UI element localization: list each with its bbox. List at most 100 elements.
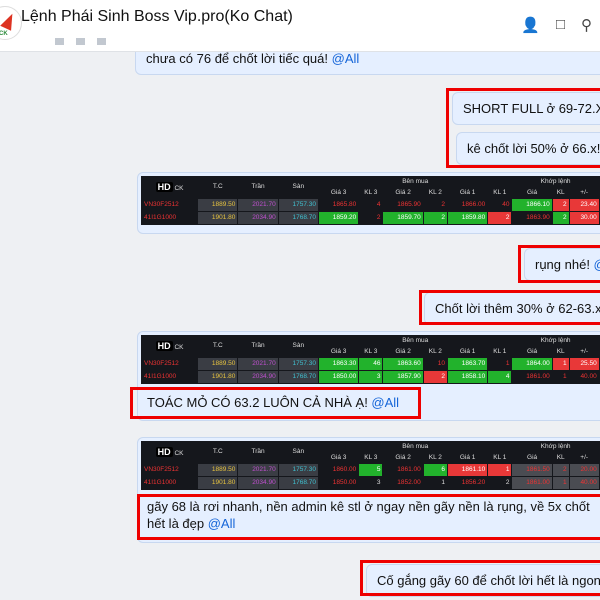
column-header: KL <box>556 188 565 196</box>
column-header: +/- <box>580 347 589 355</box>
table-cell: 1864.00 <box>511 356 553 371</box>
table-cell: 1861.50 <box>511 462 553 477</box>
table-cell: 1865.80 <box>317 197 360 212</box>
table-cell: 2 <box>422 369 448 384</box>
table-cell: 23.40 <box>568 197 600 212</box>
table-cell: 1901.80 <box>197 210 239 225</box>
column-header: Giá 1 <box>459 347 476 355</box>
column-header: Giá <box>527 188 538 196</box>
message-text: rụng nhé! <box>535 257 594 272</box>
table-cell: 1866.10 <box>511 197 553 212</box>
column-header: Sàn <box>292 448 305 456</box>
mention-link[interactable]: @All <box>207 515 236 531</box>
board-logo-cell: HD CK <box>142 335 198 357</box>
table-cell: 1768.70 <box>277 210 319 225</box>
table-cell: 2 <box>551 210 570 225</box>
table-cell: 1889.50 <box>197 462 239 477</box>
price-board-table: HD CK T.C Trần Sàn Bên mua Khớp lệnh Giá 3 KL 3… <box>140 176 600 225</box>
chat-header: CK Lệnh Phái Sinh Boss Vip.pro(Ko Chat) … <box>0 0 600 52</box>
table-cell: 1 <box>551 369 570 384</box>
table-cell: 1861.10 <box>446 462 489 477</box>
board-logo-cell: HD CK <box>142 441 198 463</box>
highlight-box <box>130 387 421 419</box>
table-cell: 41I1G1000 <box>140 210 199 225</box>
column-header: Giá 2 <box>395 453 411 461</box>
table-cell: 4 <box>358 197 384 212</box>
price-board-table: HD CK T.C Trần Sàn Bên mua Khớp lệnh Giá 3 KL 3… <box>140 335 600 384</box>
add-member-icon[interactable]: 👤 <box>521 17 540 34</box>
column-header: Trần <box>251 342 265 350</box>
hd-logo: HD <box>155 446 173 457</box>
price-board-card-3: HD CK T.C Trần Sàn Bên mua Khớp lệnh Giá 3 KL 3… <box>137 437 600 543</box>
table-cell: 2 <box>358 210 384 225</box>
table-row: VN30F2512 1889.50 2021.70 1757.30 1865.80 4 18… <box>140 197 600 212</box>
table-cell: 1757.30 <box>277 462 319 477</box>
column-header: Sàn <box>292 183 305 191</box>
group-header-match: Khớp lệnh <box>540 178 571 185</box>
table-cell: 1901.80 <box>197 369 239 384</box>
table-cell: 2 <box>487 210 513 225</box>
column-header: CK <box>174 449 184 457</box>
mention-link[interactable]: @ <box>594 257 600 272</box>
table-cell: 2021.70 <box>237 462 279 477</box>
search-icon[interactable]: ⚲ <box>581 17 592 34</box>
message-bubble: kê chốt lời 50% ở 66.x! @ <box>456 132 600 165</box>
table-cell: 1861.00 <box>511 369 553 384</box>
highlight-box <box>360 560 600 596</box>
table-cell: 2 <box>422 210 448 225</box>
hd-logo: HD <box>155 181 173 192</box>
group-header-buy: Bên mua <box>402 178 429 185</box>
table-cell: 2021.70 <box>237 356 279 371</box>
column-header: Sàn <box>292 342 305 350</box>
table-cell: 10 <box>422 356 448 371</box>
group-header-buy: Bên mua <box>402 337 429 344</box>
table-cell: VN30F2512 <box>140 356 199 371</box>
column-header: KL 1 <box>493 347 507 355</box>
table-cell: VN30F2512 <box>140 197 199 212</box>
table-cell: 1768.70 <box>277 475 319 490</box>
column-header: CK <box>174 343 184 351</box>
column-header: Giá 1 <box>459 188 476 196</box>
mention-link[interactable]: @All <box>371 394 400 410</box>
table-cell: 40 <box>487 197 513 212</box>
message-bubble: rụng nhé! @ <box>524 248 600 281</box>
table-cell: 1 <box>487 356 513 371</box>
column-header: Giá 3 <box>330 188 347 196</box>
group-header-match: Khớp lệnh <box>540 337 571 344</box>
table-cell: 41I1G1000 <box>140 475 199 490</box>
table-cell: 30.00 <box>568 210 600 225</box>
table-cell: 1856.20 <box>446 475 489 490</box>
column-header: KL <box>556 347 565 355</box>
group-avatar[interactable]: CK <box>0 6 22 40</box>
table-cell: 1863.30 <box>317 356 360 371</box>
table-cell: 1757.30 <box>277 197 319 212</box>
table-cell: 1857.90 <box>382 369 424 384</box>
column-header: KL 2 <box>428 188 442 196</box>
column-header: Giá 3 <box>330 347 347 355</box>
table-cell: 3 <box>358 475 384 490</box>
mention-link[interactable]: @All <box>331 51 360 66</box>
column-header: Trần <box>251 183 265 191</box>
chat-title: Lệnh Phái Sinh Boss Vip.pro(Ko Chat) <box>21 8 293 25</box>
column-header: KL 2 <box>428 347 442 355</box>
table-cell: 5 <box>358 462 384 477</box>
table-cell: 1850.00 <box>317 369 360 384</box>
table-cell: 4 <box>487 369 513 384</box>
member-status <box>55 38 106 45</box>
video-call-icon[interactable]: □ <box>555 16 565 33</box>
table-cell: 1861.00 <box>511 475 553 490</box>
column-header: Trần <box>251 448 265 456</box>
table-cell: 1889.50 <box>197 197 239 212</box>
table-cell: 2 <box>551 462 570 477</box>
table-cell: 2 <box>487 475 513 490</box>
table-cell: 1 <box>422 475 448 490</box>
message-text: kê chốt lời 50% ở 66.x! <box>467 141 600 156</box>
price-board-card-2: HD CK T.C Trần Sàn Bên mua Khớp lệnh Giá 3 KL 3… <box>137 331 600 421</box>
message-text: TOÁC MỎ CÓ 63.2 LUÔN CẢ NHÀ Ạ! <box>147 394 372 410</box>
column-header: Giá 3 <box>330 453 347 461</box>
table-cell: 1 <box>487 462 513 477</box>
column-header: T.C <box>212 342 223 350</box>
message-text: gãy 68 là rơi nhanh, nền admin kê stl ở … <box>147 498 590 531</box>
column-header: Giá 2 <box>395 188 411 196</box>
table-row: 41I1G1000 1901.80 2034.90 1768.70 1850.00 3 18… <box>140 369 600 384</box>
